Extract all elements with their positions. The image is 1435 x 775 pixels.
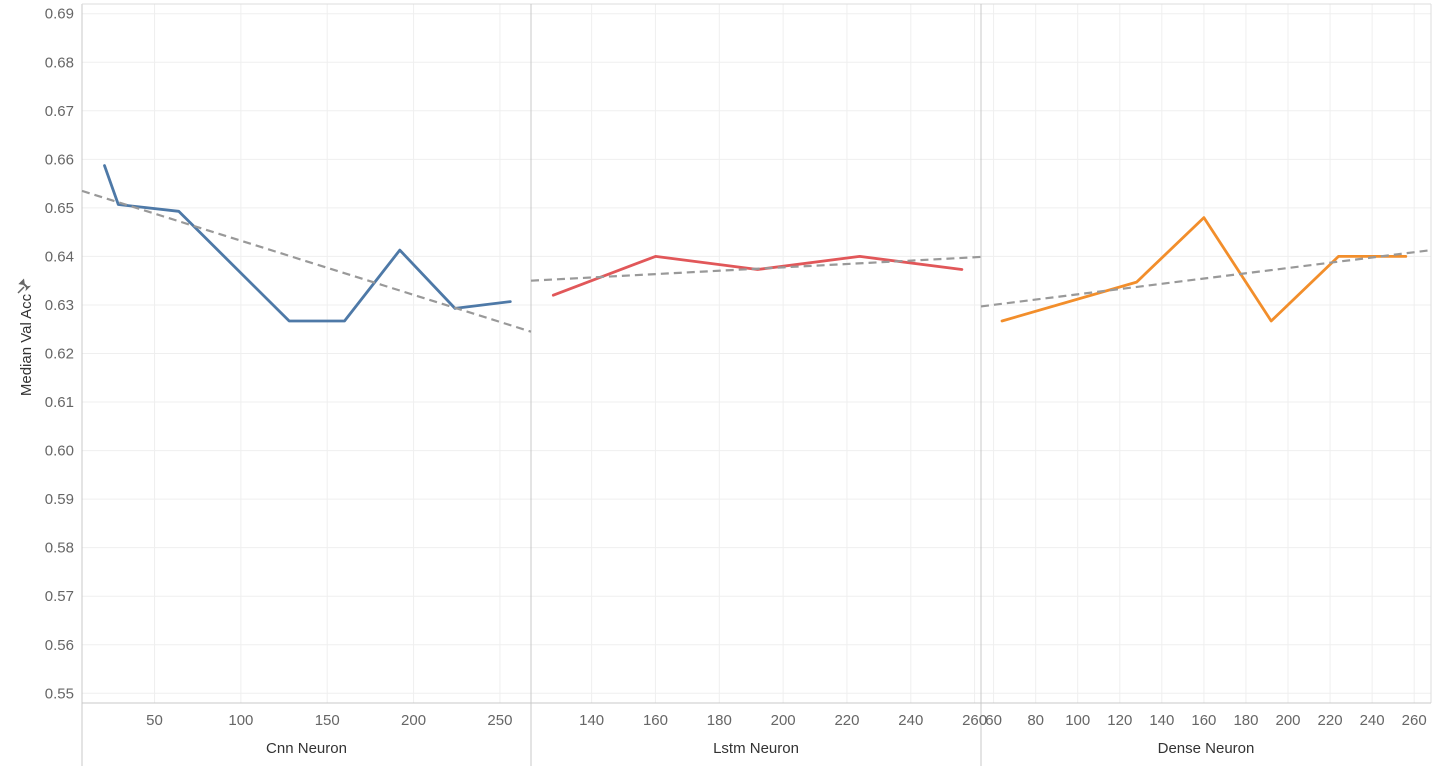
data-point[interactable] [550,292,556,298]
y-tick-label: 0.59 [45,491,74,508]
series-line[interactable] [103,164,512,323]
x-tick-label: 100 [228,712,253,729]
data-point[interactable] [507,299,513,305]
data-point[interactable] [999,318,1005,324]
x-tick-label: 260 [962,712,987,729]
panel-dense-neuron: 60 80 100 120 140 160 180 200 220 240 260 Dense Neu… [980,215,1432,757]
grid [82,4,1431,703]
x-tick-label: 100 [1065,712,1090,729]
x-tick-label: 200 [771,712,796,729]
x-tick-label: 60 [985,712,1002,729]
x-tick-label: 160 [1191,712,1216,729]
trend-line[interactable] [980,249,1432,308]
data-point[interactable] [959,267,965,273]
data-point[interactable] [1268,318,1274,324]
x-axis-title: Lstm Neuron [713,740,799,757]
y-tick-label: 0.56 [45,637,74,654]
y-tick-label: 0.65 [45,200,74,217]
data-point[interactable] [1134,279,1140,285]
panel-lstm-neuron: 140 160 180 200 220 240 260 Lstm Neuron [530,253,987,757]
x-tick-label: 260 [1402,712,1427,729]
x-tick-label: 120 [1107,712,1132,729]
chart-frame [81,3,1432,766]
y-tick-label: 0.57 [45,588,74,605]
data-point[interactable] [286,318,292,324]
x-tick-label: 200 [1275,712,1300,729]
x-tick-label: 240 [898,712,923,729]
trend-line[interactable] [530,255,982,282]
x-tick-label: 250 [487,712,512,729]
y-tick-label: 0.66 [45,151,74,168]
x-tick-label: 220 [1318,712,1343,729]
x-tick-label: 180 [707,712,732,729]
y-tick-label: 0.64 [45,248,74,265]
y-axis-title: Median Val Acc [18,293,35,396]
x-tick-label: 140 [1149,712,1174,729]
x-tick-label: 50 [146,712,163,729]
panels: 50 100 150 200 250 Cnn Neuron 140 160 180 200 220 2… [81,163,1432,757]
data-point[interactable] [341,318,347,324]
y-tick-label: 0.67 [45,103,74,120]
x-axis-title: Dense Neuron [1158,740,1255,757]
panel-cnn-neuron: 50 100 150 200 250 Cnn Neuron [81,163,532,757]
x-tick-label: 180 [1233,712,1258,729]
x-tick-label: 200 [401,712,426,729]
x-axis-title: Cnn Neuron [266,740,347,757]
data-point[interactable] [1335,253,1341,259]
trend-line[interactable] [81,189,532,333]
y-tick-label: 0.62 [45,346,74,363]
y-tick-label: 0.55 [45,685,74,702]
series-line[interactable] [1000,216,1408,323]
data-point[interactable] [1201,215,1207,221]
data-point[interactable] [652,253,658,259]
pin-icon[interactable] [17,278,32,294]
x-tick-label: 140 [579,712,604,729]
y-axis: 0.55 0.56 0.57 0.58 0.59 0.60 0.61 0.62 0.63 0.64… [45,6,74,703]
data-point[interactable] [101,163,107,169]
data-point[interactable] [857,253,863,259]
data-point[interactable] [1403,253,1409,259]
x-tick-label: 240 [1360,712,1385,729]
x-tick-label: 220 [834,712,859,729]
x-tick-label: 150 [315,712,340,729]
y-tick-label: 0.63 [45,297,74,314]
x-tick-label: 160 [643,712,668,729]
y-tick-label: 0.68 [45,54,74,71]
y-tick-label: 0.69 [45,6,74,23]
y-tick-label: 0.58 [45,540,74,557]
y-tick-label: 0.60 [45,443,74,460]
data-point[interactable] [176,208,182,214]
y-tick-label: 0.61 [45,394,74,411]
data-point[interactable] [397,247,403,253]
x-tick-label: 80 [1027,712,1044,729]
